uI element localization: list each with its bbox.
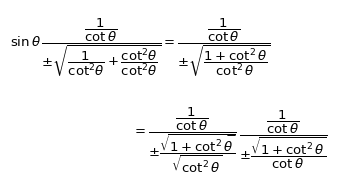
Text: $= \dfrac{\dfrac{1}{\cot\theta}}{\pm\dfrac{\sqrt{1+\cot^2\theta}}{\sqrt{\cot^2\t: $= \dfrac{\dfrac{1}{\cot\theta}}{\pm\dfr… [132,105,237,175]
Text: $= \dfrac{\dfrac{1}{\cot\theta}}{\pm\dfrac{\sqrt{1+\cot^2\theta}}{\cot\theta}}$: $= \dfrac{\dfrac{1}{\cot\theta}}{\pm\dfr… [223,109,327,171]
Text: $\sin\theta\,\dfrac{\dfrac{1}{\cot\theta}}{\pm\sqrt{\dfrac{1}{\cot^2\!\theta}+\d: $\sin\theta\,\dfrac{\dfrac{1}{\cot\theta… [10,16,271,78]
